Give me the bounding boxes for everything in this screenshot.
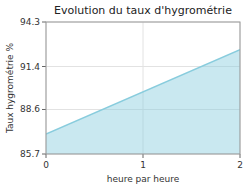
y-axis-label: Taux hygrométrie % [5, 42, 15, 134]
tick-label-x: 0 [43, 160, 49, 170]
grid [46, 22, 240, 154]
tick-x [143, 154, 144, 158]
chart-container: 85.7 88.6 91.4 94.3 0 1 2 Evolution du taux d'h… [0, 0, 250, 188]
tick-y [42, 22, 46, 23]
chart-svg: 85.7 88.6 91.4 94.3 0 1 2 Evolution du taux d'h… [0, 0, 250, 188]
tick-y [42, 109, 46, 110]
axes: 85.7 88.6 91.4 94.3 0 1 2 [20, 17, 243, 170]
tick-label-y: 91.4 [20, 62, 40, 72]
tick-x [46, 154, 47, 158]
plot-background [46, 22, 240, 154]
tick-label-y: 94.3 [20, 17, 40, 27]
tick-label-x: 2 [237, 160, 243, 170]
plot-frame [46, 22, 240, 154]
data-group [46, 50, 240, 154]
tick-label-x: 1 [140, 160, 146, 170]
line [46, 50, 240, 134]
x-axis-label: heure par heure [107, 174, 180, 184]
tick-y [42, 154, 46, 155]
title: Evolution du taux d'hygrométrie [54, 4, 232, 17]
tick-y [42, 66, 46, 67]
tick-label-y: 85.7 [20, 149, 40, 159]
area [46, 50, 240, 154]
tick-label-y: 88.6 [20, 104, 40, 114]
tick-x [240, 154, 241, 158]
